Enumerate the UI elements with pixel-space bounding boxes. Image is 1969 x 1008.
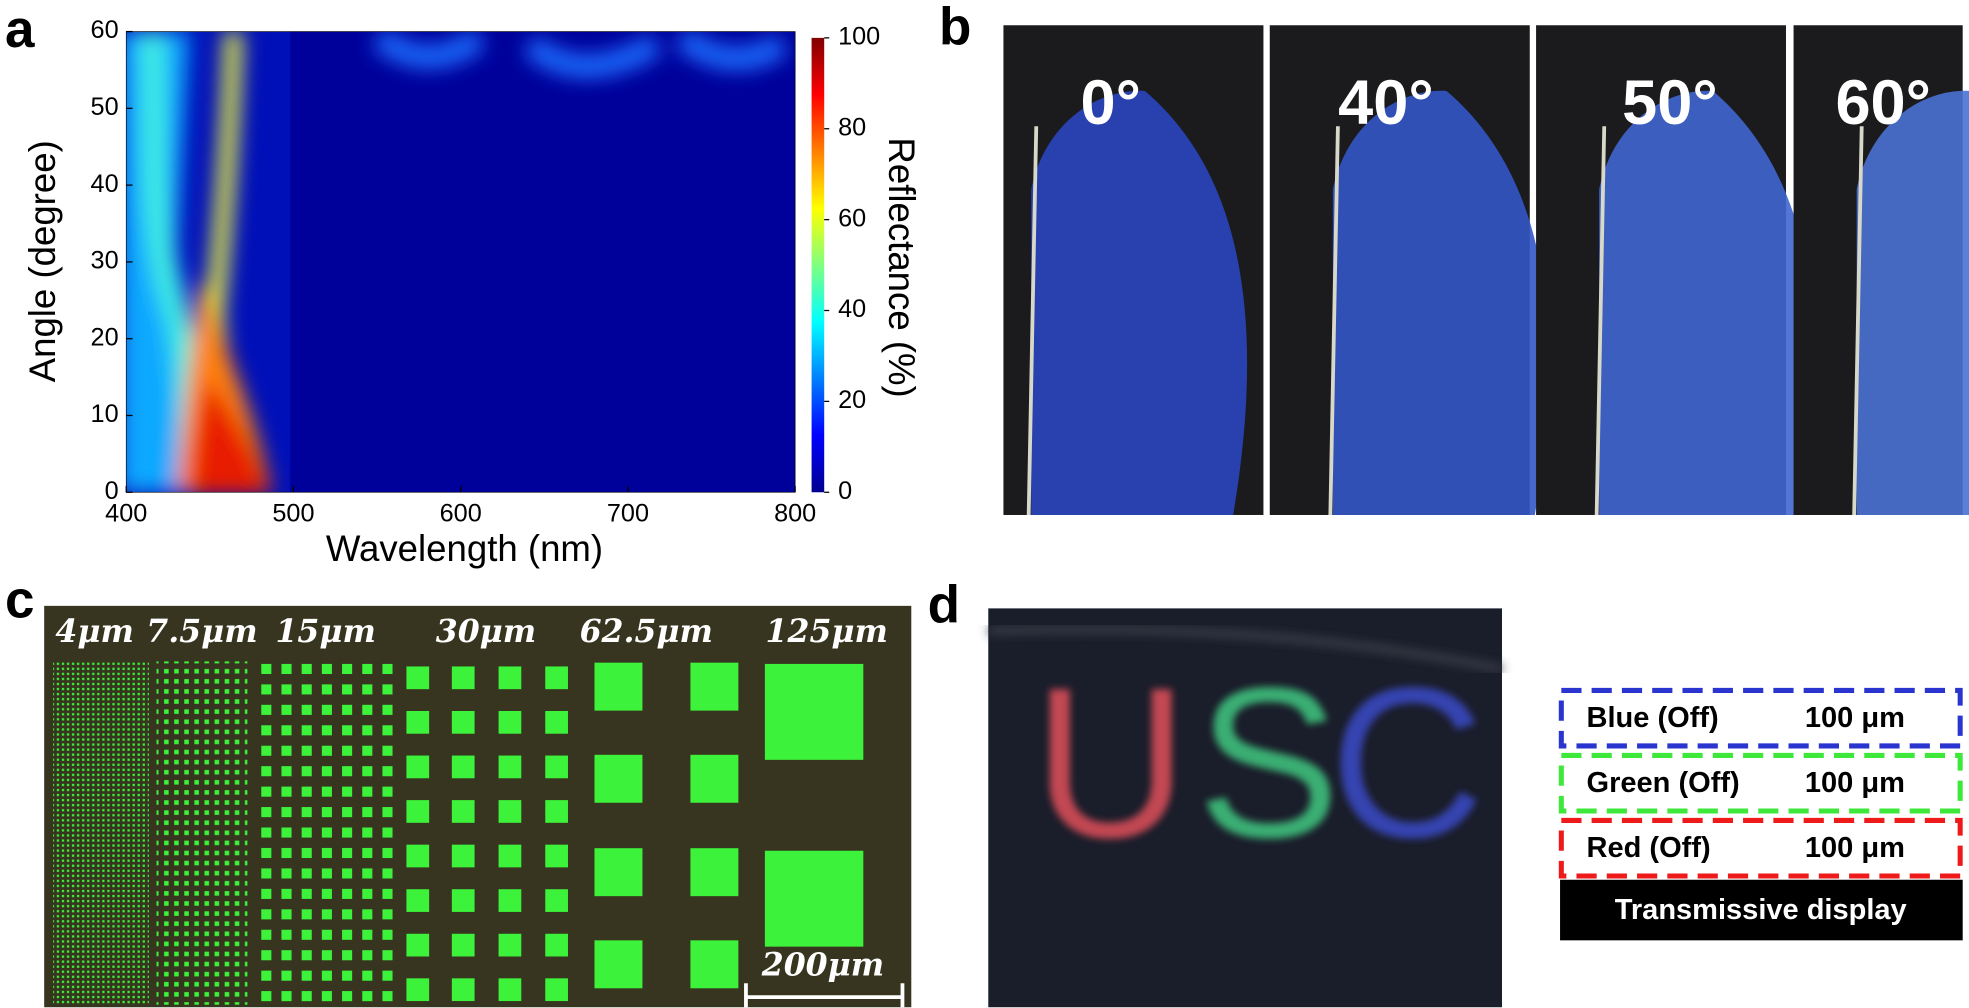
micrograph-panel: 200μm 4μm 7.5μm 15μm 30μm 62.5μm 125μm bbox=[44, 605, 912, 1008]
pattern-array bbox=[261, 662, 864, 1002]
display-letter: C bbox=[1330, 644, 1485, 883]
layer-thickness: 100 μm bbox=[1805, 832, 1905, 864]
layer-thickness: 100 μm bbox=[1805, 767, 1905, 799]
y-tick-label: 50 bbox=[91, 93, 119, 121]
size-label: 30μm bbox=[436, 613, 536, 650]
display-letter: S bbox=[1197, 644, 1340, 883]
sample-leaf bbox=[1031, 90, 1248, 515]
y-tick-label: 60 bbox=[91, 16, 119, 44]
panel-label: d bbox=[928, 575, 960, 634]
panel-label: a bbox=[5, 0, 35, 59]
scale-bar-label: 200μm bbox=[761, 946, 884, 983]
angle-label: 60° bbox=[1835, 68, 1930, 138]
sample-edge bbox=[1594, 126, 1607, 516]
display-base-label: Transmissive display bbox=[1615, 894, 1907, 926]
layer-name: Red (Off) bbox=[1587, 832, 1711, 864]
angle-label: 0° bbox=[1081, 68, 1141, 138]
x-tick-label: 500 bbox=[272, 500, 314, 528]
photo-panel: 0° 40° 50° 60° bbox=[1003, 25, 1969, 516]
layer-box bbox=[1558, 752, 1963, 814]
x-axis-label: Wavelength (nm) bbox=[326, 528, 603, 569]
size-label: 4μm bbox=[55, 613, 133, 650]
sample-leaf bbox=[1856, 90, 1969, 515]
size-label: 15μm bbox=[275, 613, 375, 650]
angle-label: 40° bbox=[1338, 68, 1433, 138]
colorbar-tick-label: 40 bbox=[838, 295, 866, 323]
colorbar bbox=[811, 37, 825, 493]
sample-leaf bbox=[1599, 90, 1816, 515]
heatmap-panel: Wavelength (nm) Angle (degree) Reflectan… bbox=[22, 16, 922, 569]
colorbar-tick-label: 0 bbox=[838, 477, 852, 505]
colorbar-tick-label: 20 bbox=[838, 386, 866, 414]
colorbar-label: Reflectance (%) bbox=[881, 137, 922, 397]
heatmap bbox=[126, 31, 796, 493]
pattern-array bbox=[53, 661, 149, 1005]
photo-edge bbox=[988, 625, 1503, 673]
display-base bbox=[1560, 879, 1963, 941]
pattern-array bbox=[156, 661, 248, 1005]
display-panel: U SC Transmissive display Blue (Off) 100 μ… bbox=[988, 608, 1963, 1008]
x-tick-label: 700 bbox=[607, 500, 649, 528]
y-tick-label: 30 bbox=[91, 247, 119, 275]
size-label: 7.5μm bbox=[146, 613, 257, 650]
layer-name: Blue (Off) bbox=[1587, 702, 1719, 734]
sample-edge bbox=[1328, 126, 1340, 516]
panel-label: b bbox=[939, 0, 971, 56]
size-label: 62.5μm bbox=[580, 613, 713, 650]
layer-name: Green (Off) bbox=[1587, 767, 1740, 799]
sample-leaf bbox=[1332, 90, 1549, 515]
display-photo bbox=[988, 608, 1502, 1008]
colorbar-tick-label: 60 bbox=[838, 204, 866, 232]
size-label: 125μm bbox=[766, 613, 888, 650]
display-letter: U bbox=[1033, 644, 1188, 883]
layer-box bbox=[1558, 817, 1963, 879]
y-tick-label: 0 bbox=[105, 477, 119, 505]
y-axis-label: Angle (degree) bbox=[22, 140, 63, 382]
x-tick-label: 600 bbox=[440, 500, 482, 528]
y-tick-label: 10 bbox=[91, 400, 119, 428]
colorbar-tick-label: 80 bbox=[838, 113, 866, 141]
panel-label: c bbox=[5, 570, 34, 629]
angle-label: 50° bbox=[1622, 68, 1717, 138]
y-tick-label: 40 bbox=[91, 170, 119, 198]
sample-edge bbox=[1026, 126, 1039, 516]
y-tick-label: 20 bbox=[91, 323, 119, 351]
layer-box bbox=[1558, 687, 1963, 749]
layer-thickness: 100 μm bbox=[1805, 702, 1905, 734]
x-tick-label: 400 bbox=[105, 500, 147, 528]
colorbar-tick-label: 100 bbox=[838, 23, 880, 51]
sample-edge bbox=[1852, 126, 1864, 516]
x-tick-label: 800 bbox=[774, 500, 816, 528]
